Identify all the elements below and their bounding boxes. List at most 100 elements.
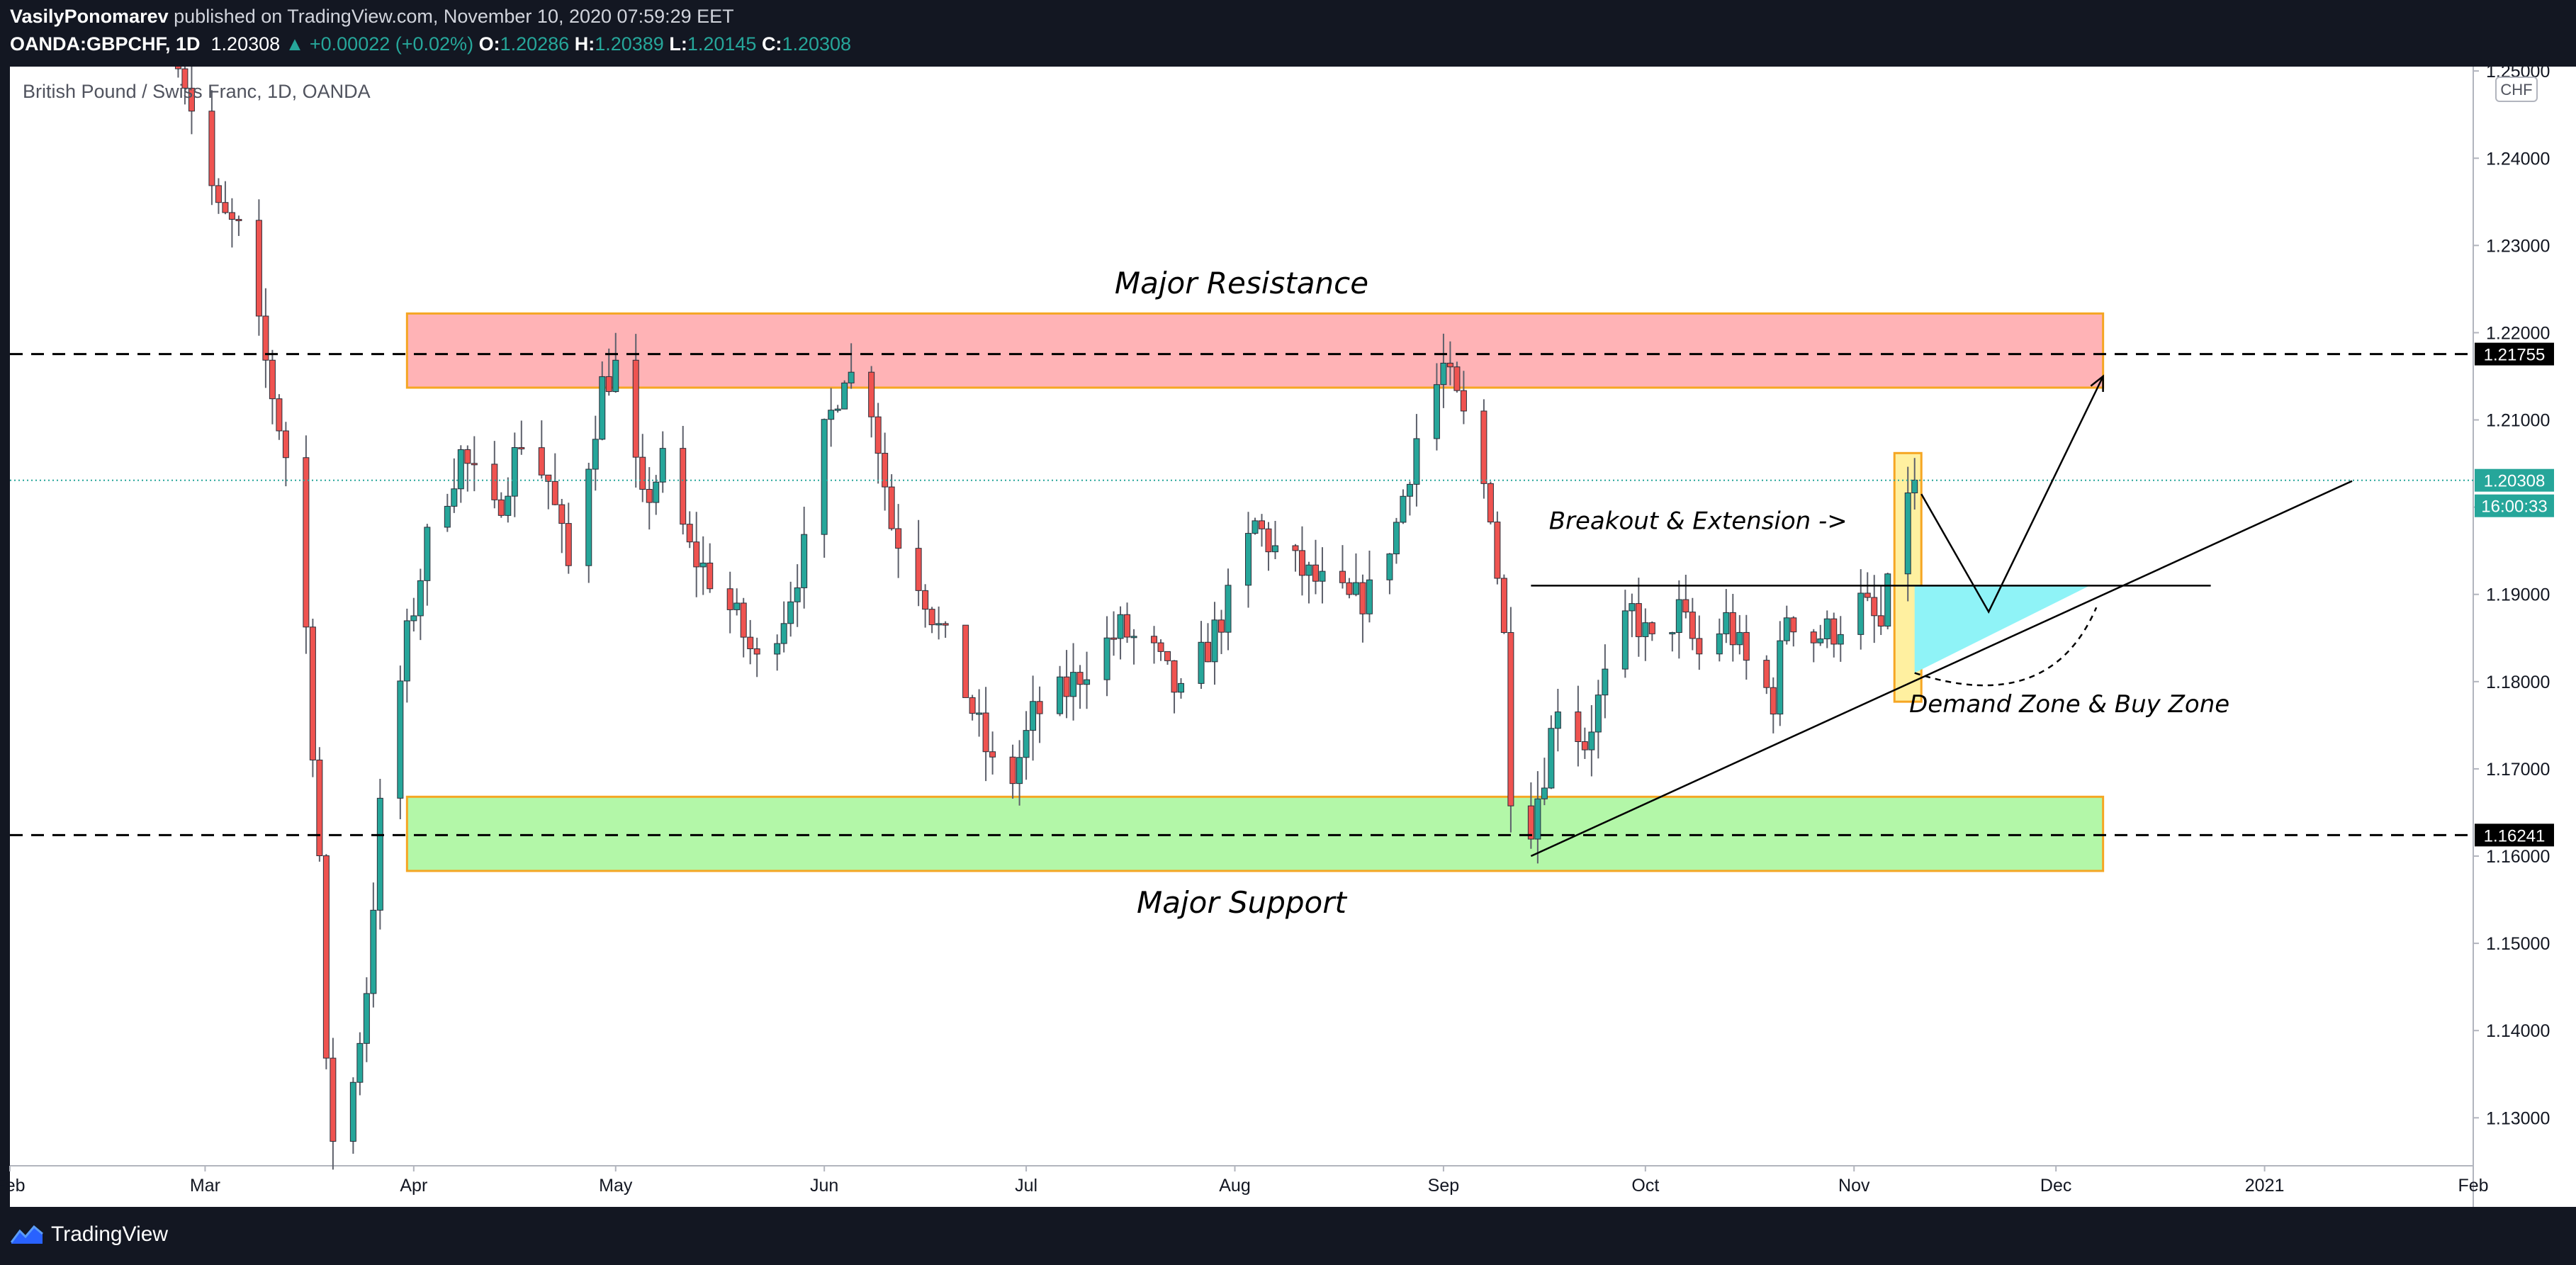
candle[interactable]	[1689, 597, 1696, 651]
candle[interactable]	[1036, 686, 1043, 743]
candle[interactable]	[1211, 602, 1218, 685]
candle[interactable]	[1124, 602, 1131, 643]
candle[interactable]	[1830, 612, 1838, 658]
candle[interactable]	[895, 504, 902, 578]
candle[interactable]	[1205, 623, 1212, 663]
candle[interactable]	[1877, 586, 1884, 636]
candle[interactable]	[928, 607, 935, 634]
candle[interactable]	[922, 584, 929, 628]
price-axis[interactable]	[2473, 67, 2576, 1207]
candle[interactable]	[1460, 371, 1467, 425]
candle[interactable]	[1743, 614, 1750, 680]
candle[interactable]	[1823, 610, 1830, 648]
candle[interactable]	[1157, 639, 1164, 661]
candle[interactable]	[780, 601, 787, 653]
candle[interactable]	[1171, 660, 1178, 714]
candle[interactable]	[646, 467, 653, 530]
candle[interactable]	[303, 435, 310, 654]
candle[interactable]	[1339, 545, 1346, 589]
candle[interactable]	[1400, 489, 1407, 524]
candle[interactable]	[632, 334, 639, 488]
candle[interactable]	[457, 445, 464, 503]
candle[interactable]	[1575, 685, 1582, 767]
candle[interactable]	[376, 778, 383, 930]
candle[interactable]	[1271, 520, 1278, 559]
candle[interactable]	[1810, 629, 1817, 663]
candle[interactable]	[1648, 621, 1655, 641]
candle[interactable]	[417, 568, 424, 641]
candle[interactable]	[471, 436, 478, 492]
major-resistance-zone[interactable]	[405, 312, 2105, 389]
candle[interactable]	[558, 499, 566, 553]
candle[interactable]	[1494, 511, 1501, 585]
candle[interactable]	[1594, 680, 1602, 759]
candle[interactable]	[1790, 616, 1797, 647]
candle[interactable]	[565, 502, 572, 574]
candle[interactable]	[1904, 466, 1911, 602]
candle[interactable]	[410, 597, 417, 632]
candle[interactable]	[1103, 616, 1110, 697]
candle[interactable]	[1252, 517, 1259, 535]
candle[interactable]	[1675, 580, 1682, 659]
candle[interactable]	[545, 474, 552, 510]
candle[interactable]	[1629, 593, 1636, 638]
candle[interactable]	[1084, 651, 1091, 709]
candle[interactable]	[1009, 744, 1016, 799]
ascending-trendline[interactable]	[1530, 480, 2353, 858]
candle[interactable]	[215, 178, 222, 214]
candle[interactable]	[1178, 678, 1185, 699]
candle[interactable]	[451, 458, 458, 513]
candle[interactable]	[753, 637, 760, 678]
candle[interactable]	[1359, 574, 1366, 643]
candle[interactable]	[1534, 771, 1541, 864]
candle[interactable]	[282, 422, 289, 487]
candle[interactable]	[1480, 399, 1487, 499]
candle[interactable]	[1682, 575, 1689, 619]
demand-buy-zone-triangle[interactable]	[1914, 585, 2090, 673]
candle[interactable]	[1433, 363, 1440, 451]
candle[interactable]	[1884, 573, 1891, 629]
candle[interactable]	[1023, 711, 1030, 780]
candle[interactable]	[1076, 665, 1084, 709]
candle[interactable]	[828, 388, 835, 447]
author-name[interactable]: VasilyPonomarev	[10, 6, 169, 27]
candle[interactable]	[228, 198, 235, 248]
candle[interactable]	[444, 493, 451, 532]
candle[interactable]	[1635, 578, 1642, 657]
candle[interactable]	[551, 453, 558, 506]
candle[interactable]	[505, 477, 512, 523]
candle[interactable]	[599, 361, 606, 441]
candle[interactable]	[801, 506, 808, 609]
candle[interactable]	[639, 434, 646, 502]
candle[interactable]	[841, 380, 848, 410]
candle[interactable]	[1621, 590, 1629, 678]
price-chart[interactable]: Major Resistance Major Support Breakout & …	[0, 67, 2576, 1207]
candle[interactable]	[1198, 621, 1205, 689]
candle[interactable]	[1581, 727, 1588, 759]
candle[interactable]	[1265, 522, 1272, 571]
candle[interactable]	[235, 215, 242, 236]
candle[interactable]	[962, 624, 969, 698]
candle[interactable]	[774, 634, 781, 671]
candle[interactable]	[538, 420, 545, 479]
candle[interactable]	[174, 67, 181, 78]
candle[interactable]	[1393, 517, 1400, 564]
candle[interactable]	[935, 606, 943, 640]
candle[interactable]	[989, 731, 996, 775]
candle[interactable]	[653, 475, 660, 515]
candle[interactable]	[1386, 553, 1393, 595]
candle[interactable]	[686, 511, 693, 549]
candle[interactable]	[464, 445, 471, 492]
candle[interactable]	[969, 695, 976, 721]
candle[interactable]	[1016, 740, 1023, 806]
candle[interactable]	[1292, 544, 1299, 572]
candle[interactable]	[592, 415, 599, 491]
candle[interactable]	[1413, 414, 1420, 507]
candle[interactable]	[1366, 551, 1373, 623]
candle[interactable]	[276, 394, 283, 440]
candle[interactable]	[1063, 650, 1070, 719]
candle[interactable]	[363, 977, 370, 1062]
tradingview-brand[interactable]: TradingView	[10, 1222, 168, 1247]
candle[interactable]	[1352, 553, 1359, 597]
candle[interactable]	[888, 474, 895, 531]
